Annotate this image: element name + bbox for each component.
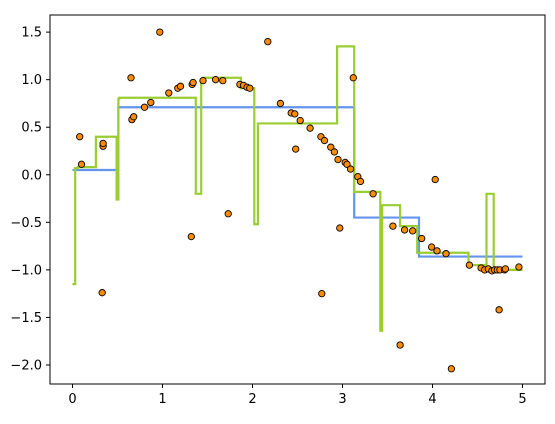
scatter-point (130, 113, 138, 121)
scatter-point (349, 74, 357, 82)
plot-area (72, 28, 523, 373)
x-tick-label: 0 (68, 392, 76, 407)
scatter-point (76, 133, 84, 141)
scatter-point (409, 227, 417, 235)
x-tick-label: 4 (428, 392, 436, 407)
scatter-point (327, 143, 335, 151)
y-tick-label: 0.5 (21, 121, 42, 136)
x-tick-label: 2 (248, 392, 256, 407)
scatter-point (334, 155, 342, 164)
scatter-point (515, 263, 523, 271)
scatter-point (400, 226, 409, 234)
scatter-point (418, 234, 426, 243)
scatter-point (501, 265, 510, 273)
scatter-point (336, 224, 344, 232)
y-tick-label: 0.0 (21, 168, 42, 183)
axes-frame (49, 14, 546, 385)
scatter-point (292, 145, 300, 153)
scatter-point (447, 365, 456, 373)
scatter-point (495, 306, 503, 314)
scatter-point (98, 289, 106, 297)
scatter-point (165, 89, 173, 97)
scatter-point (127, 74, 135, 82)
scatter-point (320, 136, 329, 145)
scatter-point (140, 103, 149, 111)
scatter-point (433, 247, 441, 255)
scatter-point (291, 110, 299, 118)
series-line-2 (72, 45, 523, 332)
scatter-point (306, 124, 314, 132)
scatter-point (296, 116, 304, 125)
x-tick-label: 1 (158, 392, 166, 407)
scatter-point (99, 139, 107, 148)
scatter-point (330, 148, 339, 156)
scatter-point (224, 210, 232, 218)
scatter-point (369, 190, 377, 198)
scatter-point (189, 78, 197, 87)
scatter-point (442, 250, 450, 258)
series-layer (72, 45, 523, 332)
scatter-layer (76, 28, 523, 373)
scatter-point (276, 99, 285, 108)
series-line-1 (72, 106, 523, 258)
scatter-point (147, 98, 155, 107)
scatter-point (396, 341, 404, 349)
y-tick-label: −2.0 (10, 358, 42, 373)
x-tick-label: 3 (338, 392, 346, 407)
scatter-point (246, 84, 254, 92)
scatter-point (389, 222, 397, 230)
scatter-point (431, 175, 439, 184)
scatter-point (427, 243, 436, 251)
scatter-point (356, 177, 365, 186)
scatter-point (264, 37, 272, 46)
scatter-point (199, 76, 207, 85)
y-tick-label: −1.5 (10, 311, 42, 326)
scatter-point (156, 28, 164, 36)
y-tick-label: 1.5 (21, 26, 42, 41)
scatter-point (318, 289, 326, 298)
y-tick-label: 1.0 (21, 73, 42, 88)
scatter-point (187, 232, 195, 241)
y-tick-label: −1.0 (10, 263, 42, 278)
x-axis: 0 1 2 3 4 5 (68, 384, 527, 407)
scatter-point (211, 76, 220, 84)
scatter-point (219, 76, 227, 85)
x-tick-label: 5 (518, 392, 526, 407)
scatter-point (77, 160, 86, 168)
scatter-point (346, 165, 355, 173)
scatter-point (176, 82, 185, 90)
scatter-point (465, 261, 474, 269)
y-tick-label: −0.5 (10, 216, 42, 231)
y-axis: −2.0 −1.5 −1.0 −0.5 0.0 0.5 1.0 1.5 (10, 26, 50, 373)
scatter-point (343, 160, 351, 168)
